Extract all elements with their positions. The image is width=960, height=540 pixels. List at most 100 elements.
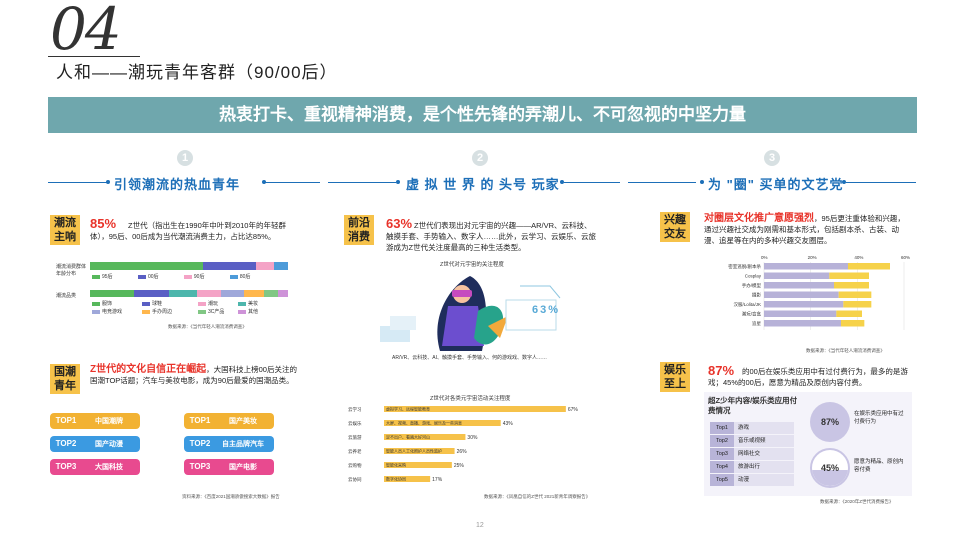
tag-entertain: 娱乐 至上: [660, 362, 690, 392]
entertain-row: Top2 音乐或视频: [710, 435, 794, 447]
tag-national: 国潮 青年: [50, 364, 80, 394]
top-pill-left-1: TOP1 中国潮牌: [50, 413, 140, 429]
entertain-percent: 87%: [708, 363, 735, 378]
illustration-caption: AR/VR、云科技、AI、触摸手套、手势输入、何的游戏戏、数字人……: [392, 355, 548, 361]
interest-bar-segment: [764, 263, 848, 270]
divider-dot: [700, 180, 704, 184]
page-subtitle: 人和——潮玩青年客群（90/00后）: [56, 63, 338, 82]
entertain-circle-87-text: 在娱乐类应用中有过付费行为: [854, 411, 904, 425]
metaverse-row-label: 智能人员人工化照护人员性监护: [386, 448, 442, 454]
metaverse-category-label: 云旅游: [348, 434, 362, 441]
interest-bar-segment: [834, 282, 869, 289]
number-underline: [48, 56, 140, 57]
trend-description: Z世代（指出生在1990年中叶到2010年的年轻群体），95后、00后成为当代潮…: [90, 221, 286, 241]
metaverse-category-label: 云学习: [348, 406, 362, 413]
entertain-panel: 超Z少年内容/娱乐类应用付费情况 Top1 游戏 Top2 音乐或视频 Top3 网络…: [704, 392, 912, 496]
headline-banner: 热衷打卡、重视精神消费，是个性先锋的弄潮儿、不可忽视的中坚力量: [48, 97, 917, 133]
top-pill-right-3: TOP3 国产电影: [184, 459, 274, 475]
age-segment-95: [90, 262, 203, 270]
interest-category-label: 追星: [752, 320, 761, 327]
metaverse-bar: [384, 462, 452, 468]
divider-dot: [396, 180, 400, 184]
divider-line: [628, 182, 696, 183]
divider-line: [328, 182, 396, 183]
metaverse-category-label: 云养老: [348, 448, 362, 455]
entertain-source: 数据来源：《2020年Z世代消费报告》: [820, 499, 894, 504]
metaverse-category-label: 云购物: [348, 462, 362, 469]
entertain-circle-87: 87%: [810, 402, 850, 442]
interest-category-label: 潮玩/盲盒: [742, 311, 762, 318]
interest-description: 对圈层文化推广意愿强烈，95后更注重体验和兴趣，通过兴趣社交成为刚需和基本形式，…: [704, 213, 912, 246]
national-headline: Z世代的文化自信正在崛起: [90, 364, 207, 375]
interest-text: ，95后更注重体验和兴趣，通过兴趣社交成为刚需和基本形式，包括剧本杀、古装、动漫…: [704, 214, 905, 245]
interest-bar-segment: [764, 301, 844, 308]
divider-line: [48, 182, 108, 183]
tag-frontier: 前沿 消费: [344, 215, 374, 245]
metaverse-row-label: 数字化协同: [386, 476, 406, 482]
age-segment-90: [256, 262, 274, 270]
national-top-lists: TOP1 中国潮牌 TOP2 国产动漫 TOP3 大国科技 TOP1 国产美妆 TOP2…: [50, 408, 290, 488]
interest-bar-segment: [838, 291, 872, 298]
national-text: ，大国科技上榜00后关注的国潮TOP话题；汽车与美妆电影，成为90后最爱的国潮品…: [90, 365, 297, 385]
column-title-3: 为 "圈" 买单的文艺党: [708, 177, 844, 192]
metaverse-chart-title: Z世代对各类元宇宙活动关注程度: [430, 396, 511, 402]
interest-axis-tick: 20%: [808, 255, 817, 260]
metaverse-value-label: 26%: [457, 449, 468, 455]
metaverse-bar-chart: 云学习 虚拟学习、远程智能教育 67% 云娱乐 大屏、视频、直播、游戏、娱乐及一些消息 4…: [348, 406, 579, 484]
divider-line: [564, 182, 620, 183]
metaverse-bar: [384, 420, 501, 426]
interest-bar-segment: [764, 291, 839, 298]
illustration-percent: 63%: [532, 304, 561, 316]
frontier-percent: 63%: [386, 216, 413, 231]
metaverse-illustration: Z世代对元宇宙的关注程度 63% AR/VR、云科技、AI、触摸手套、手势输入、…: [370, 258, 580, 364]
metaverse-row-label: 虚拟学习、远程智能教育: [386, 406, 430, 412]
divider-dot: [842, 180, 846, 184]
metaverse-category-label: 云娱乐: [348, 420, 362, 427]
interest-bar-segment: [764, 320, 841, 327]
metaverse-value-label: 25%: [454, 463, 465, 469]
interest-headline: 对圈层文化推广意愿强烈: [704, 213, 814, 224]
interest-bar-chart: 0% 20% 40% 60% 密室逃脱/剧本杀 Cosplay 手办/模型摄影汉服/Loli…: [728, 255, 910, 330]
metaverse-value-label: 30%: [467, 435, 478, 441]
entertain-panel-title: 超Z少年内容/娱乐类应用付费情况: [708, 396, 798, 415]
tag-interest: 兴趣 交友: [660, 212, 690, 242]
top-pill-right-1: TOP1 国产美妆: [184, 413, 274, 429]
national-description: Z世代的文化自信正在崛起，大国科技上榜00后关注的国潮TOP话题；汽车与美妆电影…: [90, 364, 298, 386]
divider-dot: [560, 180, 564, 184]
trend-percent: 85%: [90, 216, 117, 231]
interest-category-label: 汉服/Lolita/JK: [733, 301, 761, 308]
age-chart-label: 潮流消费群体年龄分布: [56, 264, 87, 277]
metaverse-bar: [384, 406, 566, 412]
column-title-2: 虚 拟 世 界 的 头号 玩家: [406, 177, 560, 192]
trend-source: 数据来源：《当代年轻人潮流消费调查》: [168, 324, 247, 329]
category-chart-label: 潮流品类: [56, 293, 77, 299]
entertain-row: Top3 网络社交: [710, 448, 794, 460]
column-number-2: 2: [472, 150, 488, 166]
entertain-row: Top4 旅游出行: [710, 461, 794, 473]
metaverse-value-label: 17%: [432, 477, 443, 483]
top-pill-right-2: TOP2 自主品牌汽车: [184, 436, 274, 452]
interest-category-label: Cosplay: [745, 274, 762, 279]
interest-axis-tick: 60%: [901, 255, 910, 260]
interest-bar-segment: [829, 272, 869, 279]
category-stacked-bar: [90, 290, 288, 297]
age-legend: 95后 00后 90后 80后: [92, 273, 250, 280]
interest-bar-segment: [764, 282, 834, 289]
section-number: 04: [50, 0, 122, 63]
age-segment-00: [202, 262, 257, 270]
interest-bar-segment: [843, 301, 872, 308]
tag-trend: 潮流 主响: [50, 215, 80, 245]
divider-line: [846, 182, 916, 183]
interest-bar-segment: [764, 272, 830, 279]
interest-bar-segment: [841, 320, 865, 327]
interest-category-label: 手办/模型: [742, 282, 762, 289]
vr-user-illustration: [380, 276, 561, 351]
metaverse-value-label: 67%: [568, 407, 579, 413]
metaverse-bar: [384, 448, 455, 454]
interest-category-label: 密室逃脱/剧本杀: [728, 263, 761, 270]
metaverse-value-label: 43%: [503, 421, 514, 427]
column-number-3: 3: [764, 150, 780, 166]
interest-bar-segment: [836, 310, 862, 317]
metaverse-bar: [384, 434, 466, 440]
metaverse-row-label: 智能化采购: [386, 462, 406, 468]
